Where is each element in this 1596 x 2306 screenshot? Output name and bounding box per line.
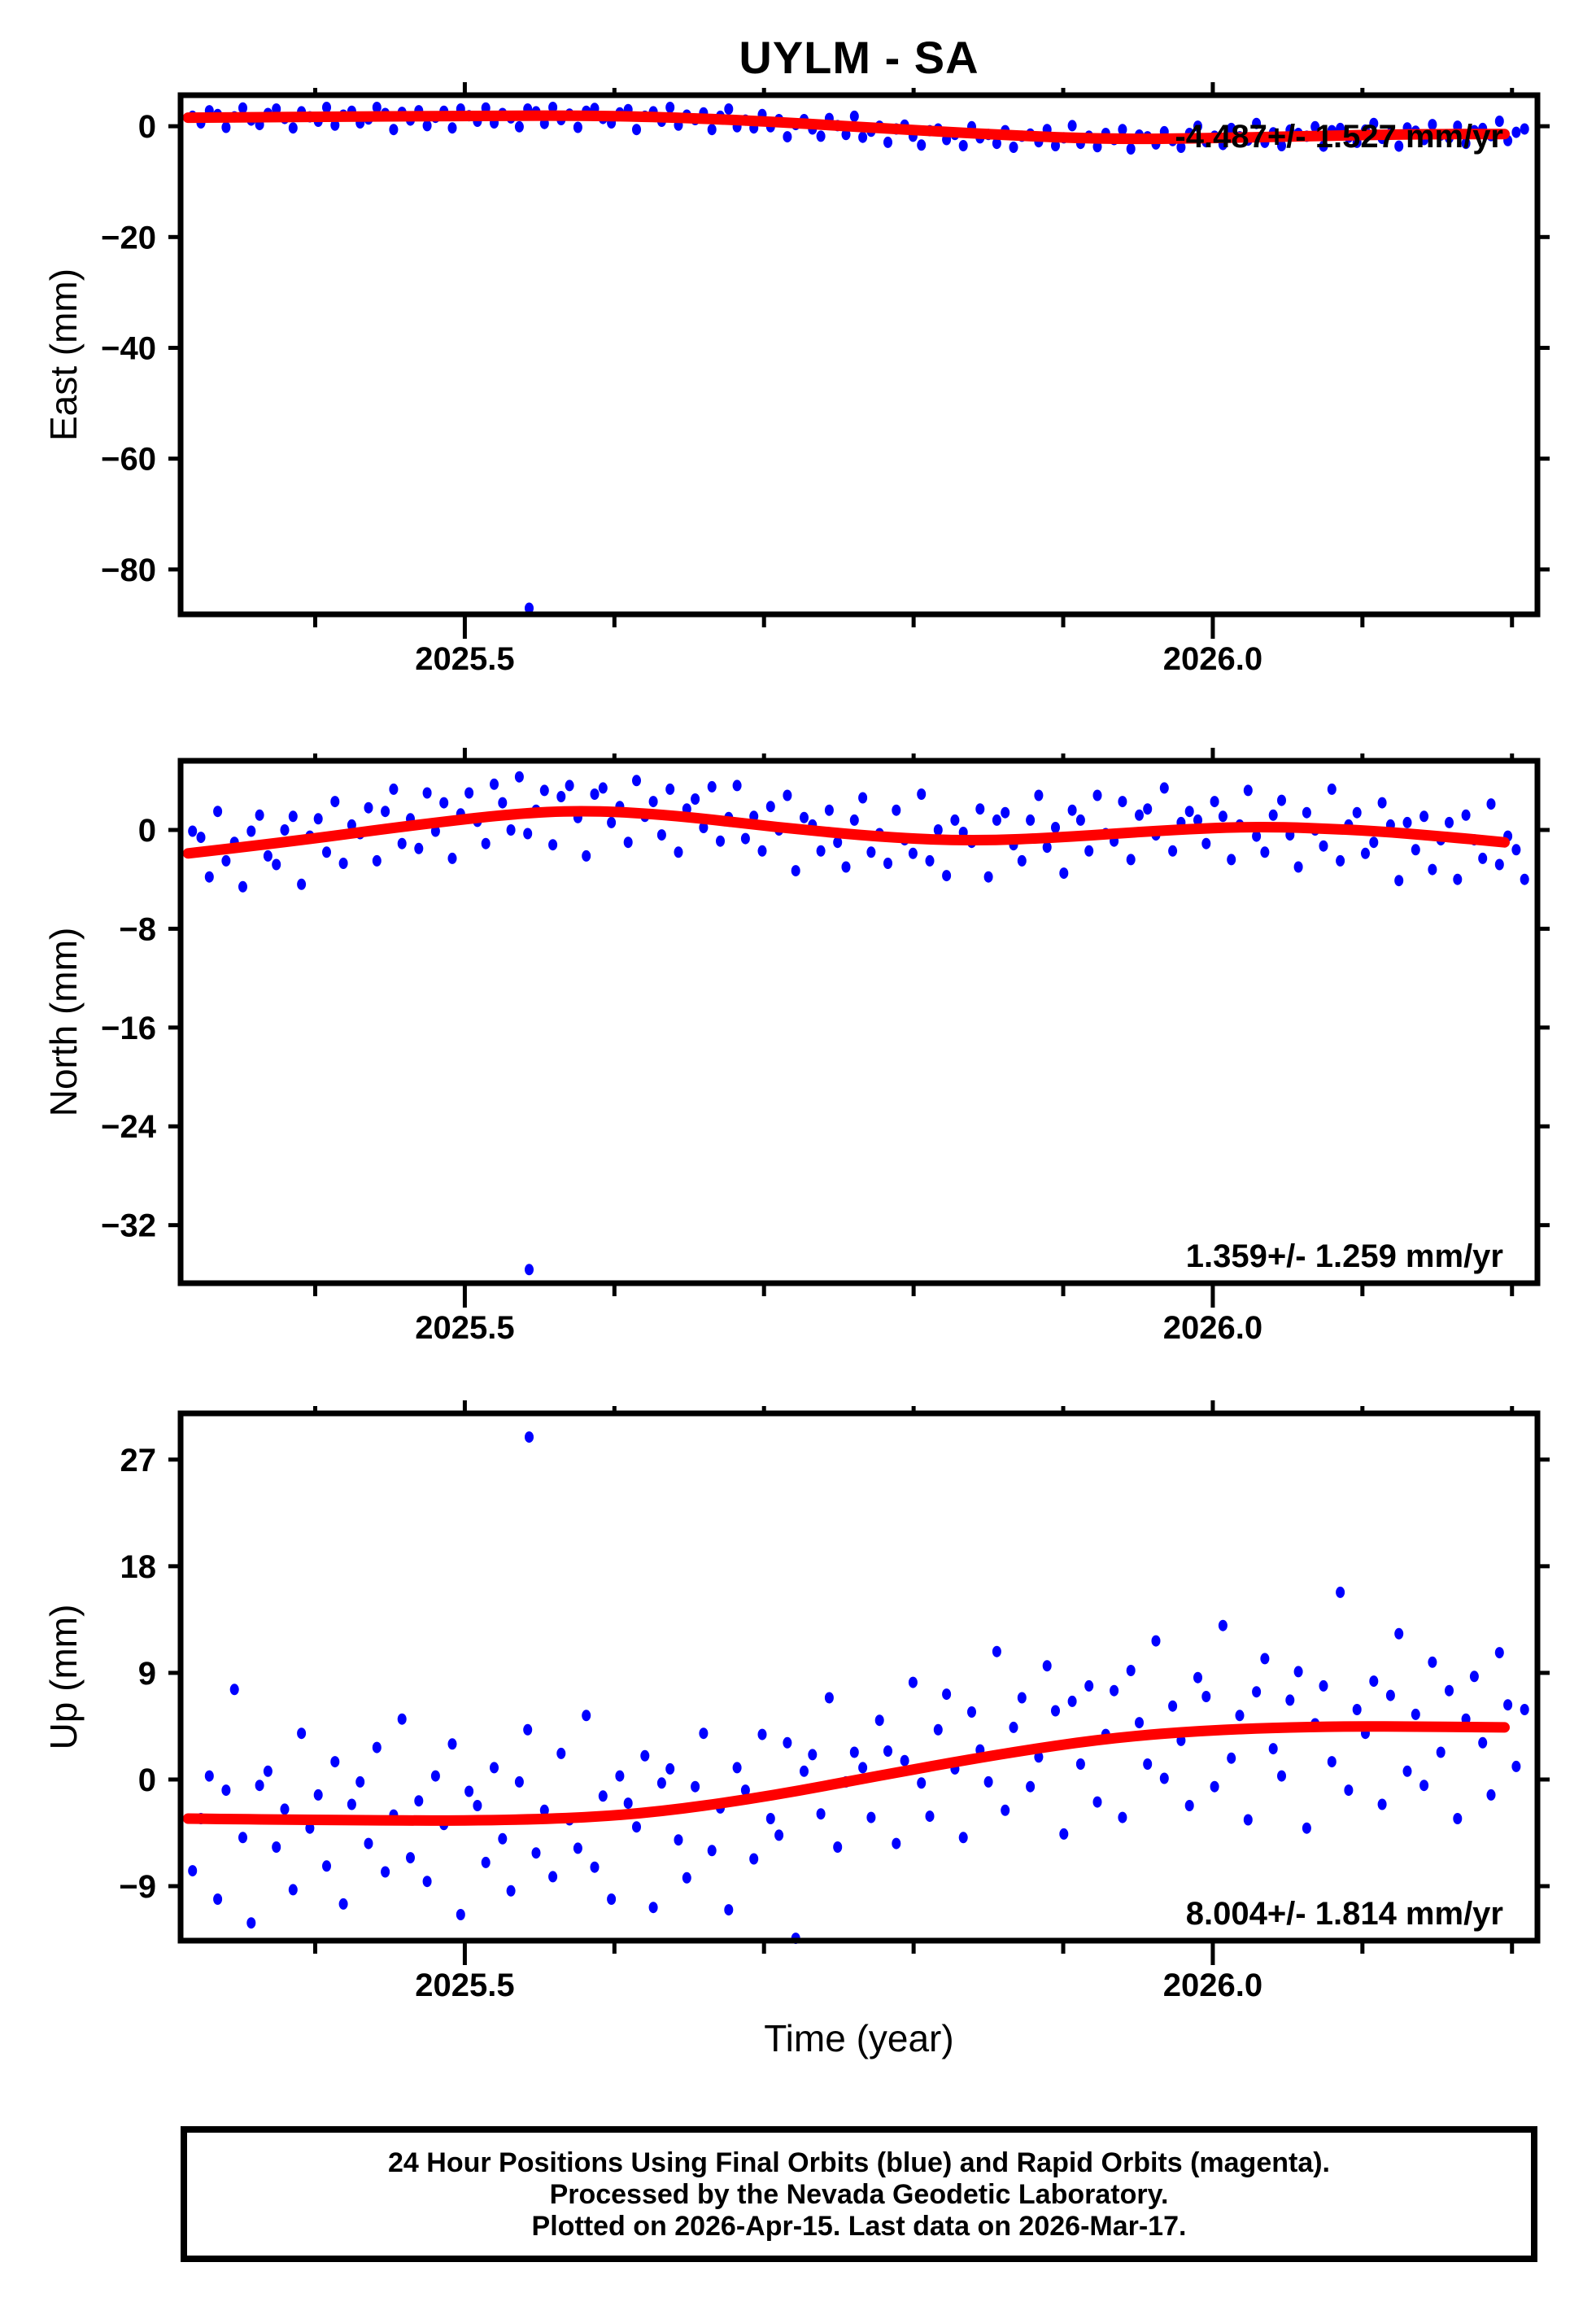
caption-line-orbits: 24 Hour Positions Using Final Orbits (bl…: [388, 2147, 1330, 2178]
y-tick-label: −8: [119, 911, 156, 947]
east-axis-ticks: 2025.5 2026.0 0 −20 −40 −60 −80: [101, 82, 1550, 677]
y-tick-label: −40: [101, 330, 156, 366]
y-tick-label: −16: [101, 1011, 156, 1046]
y-tick-label: 0: [138, 813, 156, 849]
up-axis-label: Up (mm): [42, 1604, 85, 1750]
y-tick-label: 27: [120, 1443, 157, 1478]
east-panel-frame: [177, 92, 1541, 618]
time-axis-label: Time (year): [764, 2017, 954, 2059]
y-tick-label: −80: [101, 552, 156, 588]
x-tick-label: 2026.0: [1163, 1310, 1262, 1346]
east-scatter-points: [188, 102, 1529, 614]
up-panel: 2025.5 2026.0 27 18 9 0 −9 8.004+/- 1.814 mm/yr: [119, 1400, 1550, 2003]
y-tick-label: −20: [101, 220, 156, 255]
y-tick-label: −9: [119, 1869, 156, 1905]
x-tick-label: 2026.0: [1163, 641, 1262, 677]
north-scatter-points: [188, 771, 1529, 1276]
y-tick-label: −24: [101, 1109, 157, 1145]
east-outlier-point: [525, 602, 534, 614]
up-outlier-point: [525, 1431, 534, 1443]
north-axis-label: North (mm): [42, 927, 85, 1117]
up-scatter-points: [188, 1431, 1529, 1945]
x-tick-label: 2026.0: [1163, 1968, 1262, 2003]
x-tick-label: 2025.5: [415, 1310, 514, 1346]
caption-line-processed: Processed by the Nevada Geodetic Laborat…: [549, 2179, 1169, 2210]
north-panel-frame: [177, 758, 1541, 1286]
east-panel: 2025.5 2026.0 0 −20 −40 −60 −80 -4.487+/- 1.527…: [101, 82, 1550, 677]
north-outlier-point: [525, 1264, 534, 1276]
y-tick-label: 9: [138, 1656, 156, 1692]
y-tick-label: −60: [101, 442, 156, 478]
north-rate-annotation: 1.359+/- 1.259 mm/yr: [1186, 1238, 1503, 1274]
north-trend-line: [182, 806, 1510, 859]
east-rate-annotation: -4.487+/- 1.527 mm/yr: [1175, 119, 1503, 155]
y-tick-label: 0: [138, 1762, 156, 1798]
figure-title: UYLM - SA: [739, 32, 979, 83]
east-axis-label: East (mm): [42, 268, 85, 442]
y-tick-label: 0: [138, 109, 156, 145]
east-trend-line: [182, 110, 1510, 145]
x-tick-label: 2025.5: [415, 641, 514, 677]
up-rate-annotation: 8.004+/- 1.814 mm/yr: [1186, 1896, 1503, 1932]
up-trend-line: [182, 1721, 1510, 1826]
north-panel: 2025.5 2026.0 0 −8 −16 −24 −32 1.359+/- 1.259 m…: [101, 748, 1550, 1346]
caption-line-plotted: Plotted on 2026-Apr-15. Last data on 202…: [531, 2211, 1187, 2242]
x-tick-label: 2025.5: [415, 1968, 514, 2003]
y-tick-label: 18: [120, 1549, 157, 1585]
y-tick-label: −32: [101, 1208, 156, 1244]
up-panel-frame: [177, 1410, 1541, 1944]
caption-box: 24 Hour Positions Using Final Orbits (bl…: [181, 2126, 1537, 2262]
